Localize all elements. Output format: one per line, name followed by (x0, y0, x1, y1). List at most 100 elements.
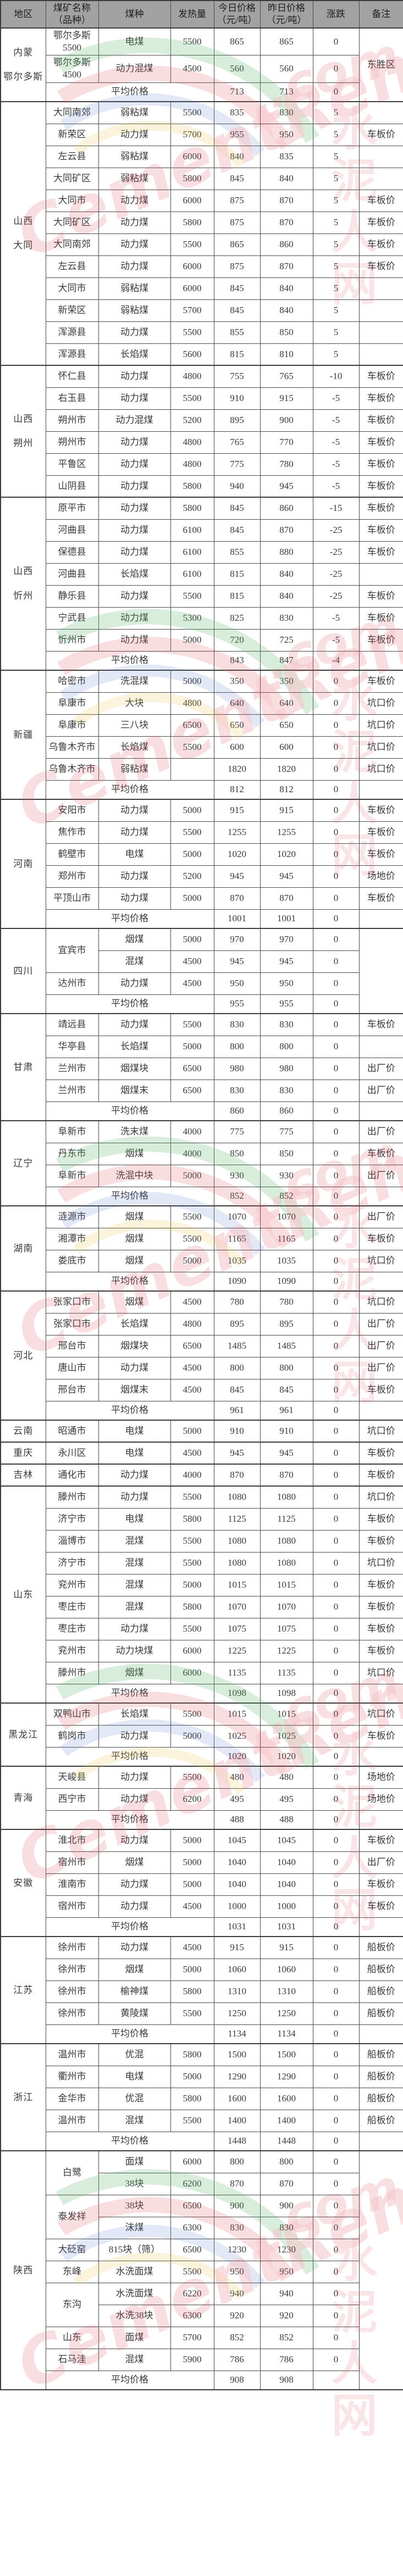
yesterday-price-cell: 1070 (260, 1205, 313, 1228)
today-price-cell: 840 (213, 145, 261, 168)
note-cell (358, 299, 403, 322)
note-cell: 坑口价 (358, 758, 403, 781)
today-price-cell: 1135 (213, 1661, 261, 1684)
calorific-value-cell: 4500 (170, 1442, 214, 1465)
table-row: 大同市 弱粘煤 6000 845 840 5 (1, 277, 403, 300)
calorific-value-cell: 5500 (170, 1551, 214, 1574)
note-cell: 东胜区 (358, 27, 403, 102)
table-row: 阜康市 大块 4800 640 640 0 坑口价 (1, 692, 403, 715)
table-row: 东沟 水洗面煤 6220 940 940 0 (1, 2282, 403, 2327)
coal-type-cell: 烟煤 (98, 1249, 171, 1272)
today-price-cell: 920 (213, 2304, 261, 2327)
table-row: 淮南市 动力煤 5000 1040 1040 0 车板价 (1, 1873, 403, 1896)
coal-type-cell: 洗混煤 (98, 670, 171, 693)
region-cell: 陕西 (0, 2150, 46, 2390)
note-cell: 出厂价 (358, 1205, 403, 1228)
column-header: 备注 (358, 0, 403, 29)
change-cell: 0 (312, 1186, 360, 1206)
table-row: 浑源县 长焰煤 5600 815 810 5 (1, 343, 403, 366)
change-cell: 0 (312, 1724, 360, 1748)
today-price-cell: 843 (213, 650, 261, 671)
change-cell: -25 (312, 585, 360, 608)
note-cell: 车板价 (358, 607, 403, 630)
yesterday-price-cell: 830 (260, 1013, 313, 1036)
mine-name-cell: 滕州市 (45, 1485, 99, 1509)
average-label-cell: 平均价格 (45, 909, 214, 929)
calorific-value-cell: 5500 (170, 2260, 214, 2283)
table-row: 云南 昭通市 电煤 5000 910 910 0 坑口价 (0, 1420, 403, 1443)
calorific-value-cell: 5800 (170, 167, 214, 190)
note-cell: 车板价 (358, 497, 403, 520)
change-cell: 0 (312, 758, 360, 781)
today-price-cell: 852 (213, 1186, 261, 1206)
region-cell: 青海 (0, 1766, 46, 1830)
today-price-cell: 1600 (213, 2087, 261, 2110)
coal-type-cell: 动力煤 (98, 1485, 171, 1509)
region-cell: 重庆 (0, 1442, 46, 1465)
yesterday-price-cell: 725 (260, 628, 313, 652)
calorific-value-cell: 5500 (170, 1205, 214, 1228)
change-cell: 0 (312, 736, 360, 759)
mine-name-cell: 金华市 (45, 2087, 99, 2110)
change-cell: -5 (312, 453, 360, 476)
note-cell (358, 277, 403, 300)
calorific-value-cell: 6500 (170, 2238, 214, 2261)
today-price-cell: 1225 (213, 1639, 261, 1662)
calorific-value-cell: 5900 (170, 2348, 214, 2371)
column-header: 涨跌 (312, 0, 360, 29)
calorific-value-cell: 5500 (170, 2002, 214, 2025)
mine-name-cell: 温州市 (45, 2043, 99, 2066)
table-row: 新疆 哈密市 洗混煤 5000 350 350 0 车板价 (0, 670, 403, 800)
today-price-cell: 765 (213, 431, 261, 454)
mine-name-cell: 朔州市 (45, 409, 99, 432)
region-cell: 山西 忻州 (0, 497, 46, 671)
table-row: 兰州市 烟煤块 6500 980 980 0 出厂价 (1, 1057, 403, 1080)
calorific-value-cell: 6100 (170, 563, 214, 586)
yesterday-price-cell: 870 (260, 887, 313, 910)
change-cell: 0 (312, 1290, 360, 1314)
table-row: 西宁市 动力煤 6200 495 495 0 场地价 (1, 1788, 403, 1811)
yesterday-price-cell: 1290 (260, 2065, 313, 2088)
change-cell: 0 (312, 1378, 360, 1401)
coal-type-cell: 动力煤 (98, 211, 171, 234)
note-cell: 车板价 (358, 1873, 403, 1896)
note-cell: 船板价 (358, 2002, 403, 2025)
region-cell: 辽宁 (0, 1120, 46, 1206)
coal-type-cell: 动力煤 (98, 585, 171, 608)
today-price-cell: 845 (213, 167, 261, 190)
table-row: 湘潭市 烟煤 5500 1165 1165 0 车板价 (1, 1227, 403, 1250)
today-price-cell: 900 (213, 2194, 261, 2217)
mine-name-cell: 鹤壁市 (45, 843, 99, 866)
note-cell: 车板价 (358, 475, 403, 498)
note-cell: 车板价 (358, 1013, 403, 1036)
table-row: 石马洼 混煤 5900 786 786 0 (1, 2348, 403, 2371)
change-cell (312, 2370, 360, 2390)
yesterday-price-cell: 1135 (260, 1661, 313, 1684)
note-cell: 坑口价 (358, 1551, 403, 1574)
calorific-value-cell: 4500 (170, 950, 214, 973)
note-cell: 出厂价 (358, 1334, 403, 1357)
column-header: 煤种 (98, 0, 171, 29)
calorific-value-cell: 6100 (170, 541, 214, 564)
change-cell: 0 (312, 843, 360, 866)
note-cell: 车板价 (358, 1617, 403, 1640)
table-row: 朔州市 动力煤 4800 765 770 -5 车板价 (1, 431, 403, 454)
yesterday-price-cell: 1020 (260, 843, 313, 866)
today-price-cell: 650 (213, 714, 261, 737)
mine-name-cell: 宜宾市 (45, 928, 99, 973)
note-cell: 坑口价 (358, 1420, 403, 1443)
coal-type-cell: 动力煤 (98, 1013, 171, 1036)
yesterday-price-cell: 1015 (260, 1703, 313, 1726)
note-cell: 场地价 (358, 1788, 403, 1811)
region-cell: 江苏 (0, 1936, 46, 2044)
today-price-cell: 915 (213, 799, 261, 822)
yesterday-price-cell: 1015 (260, 1573, 313, 1596)
average-label-cell: 平均价格 (45, 1683, 214, 1704)
today-price-cell: 800 (213, 1035, 261, 1058)
region-cell: 云南 (0, 1420, 46, 1443)
change-cell: 5 (312, 123, 360, 146)
note-cell (358, 2150, 403, 2390)
table-row: 平均价格 961 961 0 (1, 1400, 403, 1421)
calorific-value-cell: 5000 (170, 1573, 214, 1596)
change-cell: 0 (312, 865, 360, 888)
